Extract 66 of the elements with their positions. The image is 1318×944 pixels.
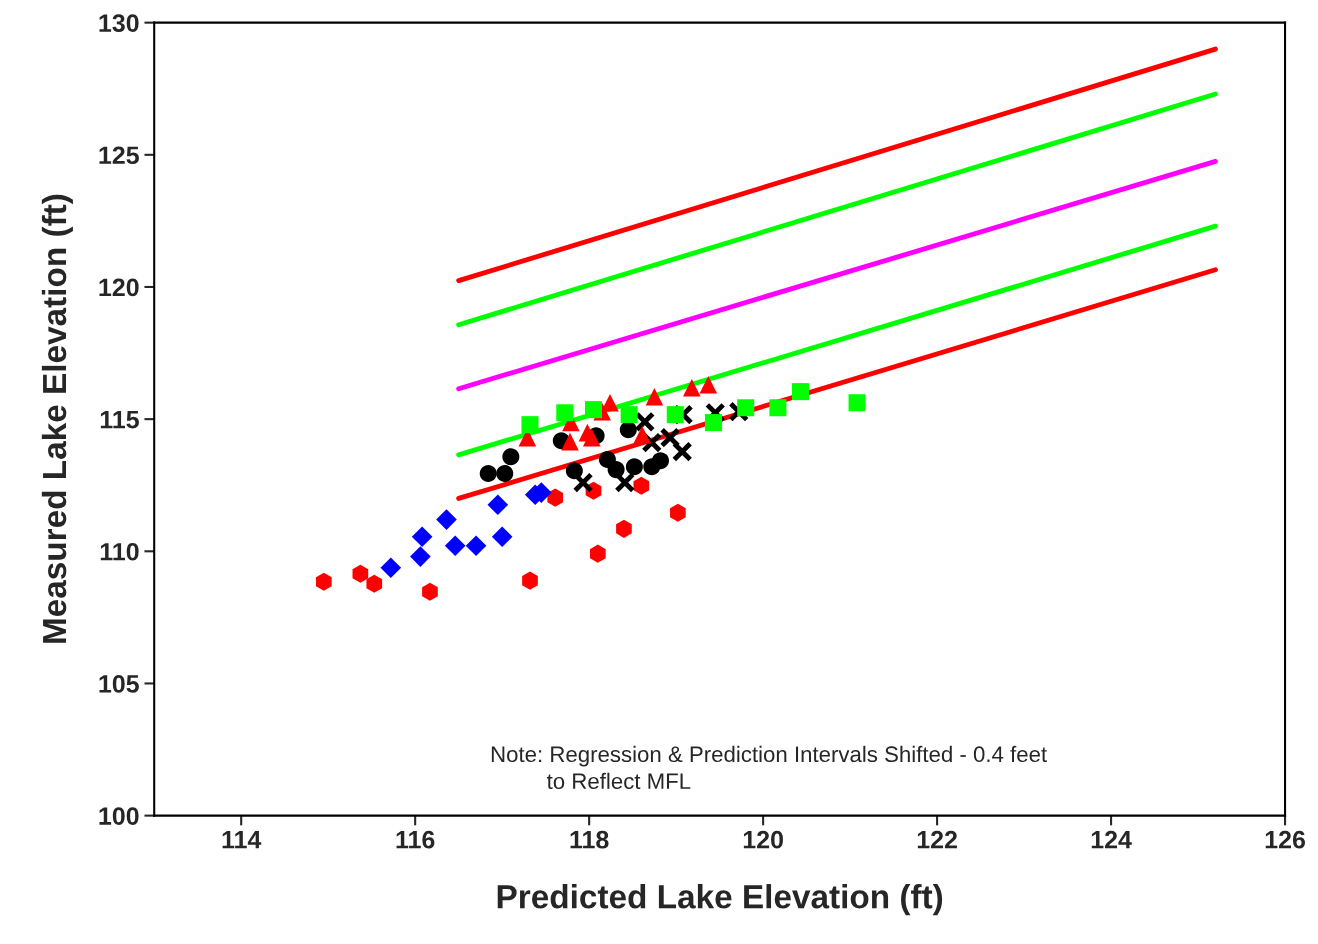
point [620, 406, 638, 424]
point [792, 383, 810, 401]
y-axis-title: Measured Lake Elevation (ft) [41, 194, 73, 643]
point [487, 494, 509, 516]
point [315, 572, 332, 591]
point [422, 582, 438, 601]
point [436, 509, 457, 530]
point [572, 472, 594, 493]
point [479, 465, 497, 483]
point [561, 432, 579, 451]
point [645, 387, 664, 406]
y-tick-label: 105 [99, 675, 139, 693]
point [670, 503, 686, 522]
point [728, 401, 750, 423]
point [601, 393, 619, 412]
y-tick-label: 120 [99, 278, 139, 297]
point [634, 411, 656, 433]
point [582, 428, 601, 447]
x-tick-label: 124 [1091, 830, 1132, 849]
point [704, 402, 726, 424]
x-tick-label: 122 [917, 830, 957, 849]
y-tick-label: 125 [99, 146, 139, 165]
point [614, 472, 636, 493]
point [380, 557, 402, 578]
point [522, 571, 538, 590]
point [607, 461, 625, 479]
point [590, 544, 606, 563]
x-tick-label: 120 [743, 830, 783, 849]
point [848, 394, 866, 412]
point [705, 414, 723, 432]
x-axis-title: Predicted Lake Elevation (ft) [497, 884, 943, 916]
point [521, 416, 539, 434]
point [352, 564, 369, 583]
point [671, 441, 693, 462]
x-tick-label: 116 [396, 830, 435, 849]
x-tick-label: 114 [222, 831, 262, 849]
point [444, 535, 466, 557]
point [411, 526, 433, 548]
point [491, 526, 513, 548]
point [465, 535, 487, 557]
point [769, 399, 787, 417]
point [625, 458, 643, 476]
point [616, 519, 632, 538]
point [683, 378, 701, 397]
point [366, 574, 383, 593]
point [496, 465, 514, 483]
point [619, 421, 637, 439]
point [651, 452, 669, 470]
y-tick-label: 130 [99, 14, 139, 32]
annotation: Note: Regression & Prediction Intervals Shifted - 0.4 feet [491, 745, 1047, 767]
y-tick-label: 115 [100, 411, 139, 429]
point [556, 404, 574, 422]
x-tick-label: 118 [570, 830, 609, 849]
point [410, 546, 431, 567]
x-tick-label: 126 [1265, 830, 1305, 849]
annotation: to Reflect MFL [546, 772, 691, 790]
point [666, 406, 684, 424]
point [737, 399, 755, 417]
y-tick-label: 100 [99, 807, 139, 825]
point [547, 488, 564, 507]
point [502, 448, 520, 466]
y-tick-label: 110 [100, 542, 139, 561]
point [699, 375, 718, 394]
point [633, 425, 651, 444]
point [584, 401, 602, 419]
point [633, 476, 650, 495]
